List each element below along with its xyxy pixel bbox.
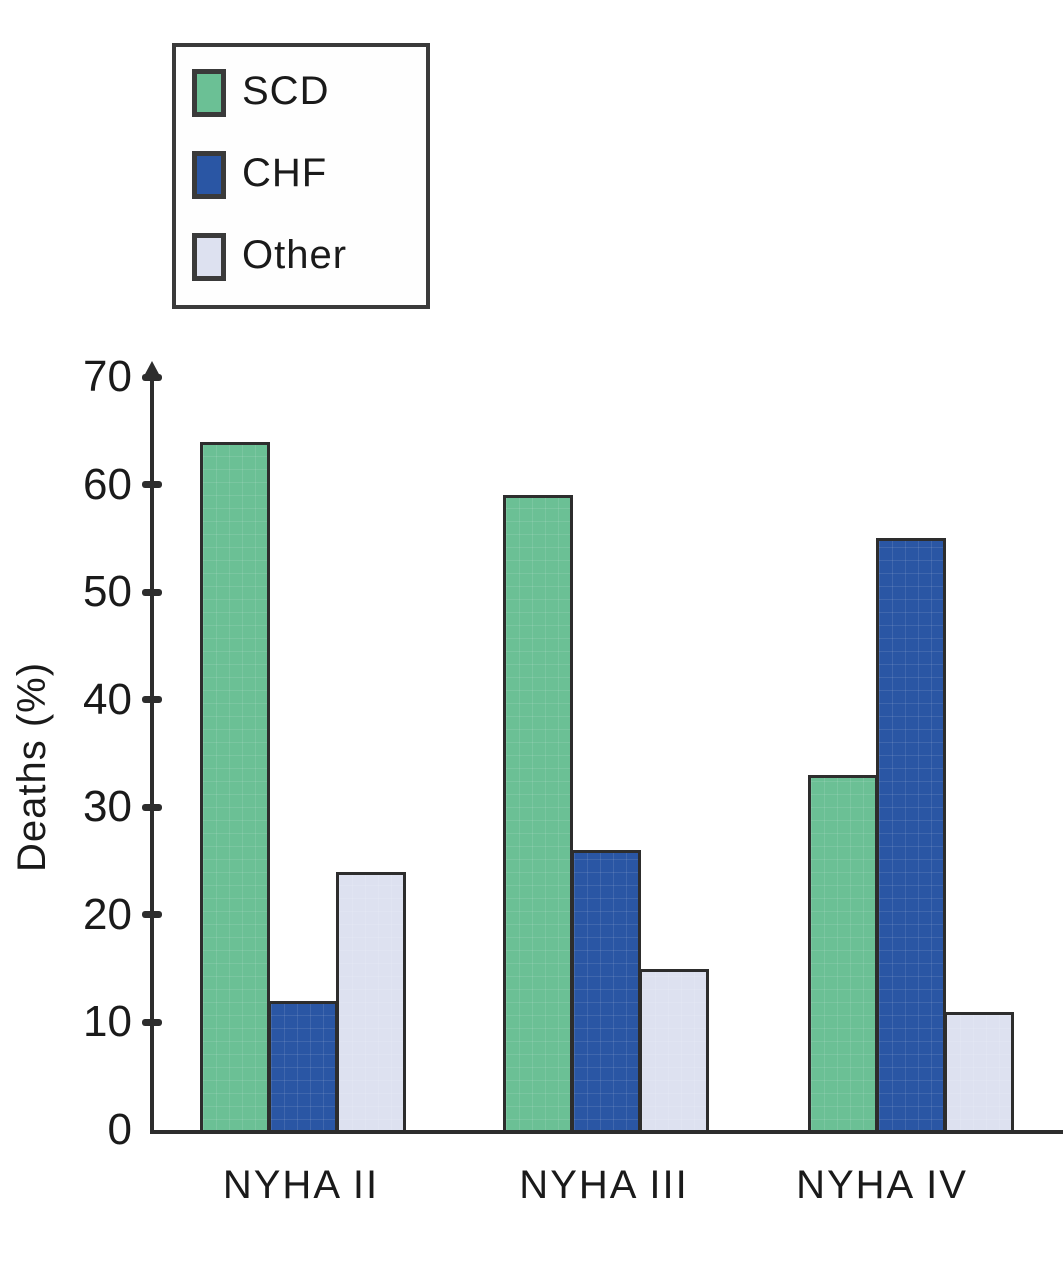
legend-item-other: Other	[192, 233, 426, 281]
bar-scd-nyha-iii	[503, 495, 573, 1133]
bar-chf-nyha-ii	[268, 1000, 338, 1133]
legend-label-other: Other	[242, 233, 348, 277]
legend-swatch-scd	[192, 69, 226, 117]
x-label-nyha-iv: NYHA IV	[796, 1163, 968, 1207]
y-tick-label-50: 50	[83, 567, 132, 617]
x-label-nyha-iii: NYHA III	[519, 1163, 689, 1207]
y-tick-mark-10	[142, 1018, 162, 1026]
legend-item-scd: SCD	[192, 69, 426, 117]
y-tick-mark-70	[142, 373, 162, 381]
x-label-nyha-ii: NYHA II	[222, 1163, 380, 1207]
legend-label-scd: SCD	[242, 69, 330, 113]
legend-item-chf: CHF	[192, 151, 426, 199]
y-axis-arrow-icon	[144, 361, 160, 376]
x-axis-line	[150, 1130, 1063, 1134]
legend-swatch-other	[192, 233, 226, 281]
y-axis-line	[150, 373, 154, 1134]
y-tick-mark-60	[142, 481, 162, 489]
y-tick-mark-20	[142, 911, 162, 919]
bar-chf-nyha-iii	[571, 850, 641, 1133]
legend: SCD CHF Other	[172, 43, 430, 309]
legend-label-chf: CHF	[242, 151, 328, 195]
y-tick-label-40: 40	[83, 674, 132, 724]
y-tick-label-70: 70	[83, 352, 132, 401]
y-tick-label-0: 0	[107, 1105, 132, 1154]
y-tick-label-30: 30	[83, 782, 132, 832]
bar-scd-nyha-ii	[200, 441, 270, 1133]
y-tick-label-10: 10	[83, 997, 132, 1047]
y-tick-mark-30	[142, 803, 162, 811]
bar-other-nyha-iii	[639, 968, 709, 1133]
y-tick-label-60: 60	[83, 459, 132, 509]
bar-scd-nyha-iv	[808, 775, 878, 1133]
y-axis-title: Deaths (%)	[10, 661, 54, 873]
legend-swatch-chf	[192, 151, 226, 199]
y-tick-mark-50	[142, 588, 162, 596]
y-tick-label-20: 20	[83, 889, 132, 939]
bar-chf-nyha-iv	[876, 538, 946, 1133]
y-tick-mark-40	[142, 696, 162, 704]
bar-other-nyha-ii	[336, 871, 406, 1133]
bar-other-nyha-iv	[944, 1011, 1014, 1133]
